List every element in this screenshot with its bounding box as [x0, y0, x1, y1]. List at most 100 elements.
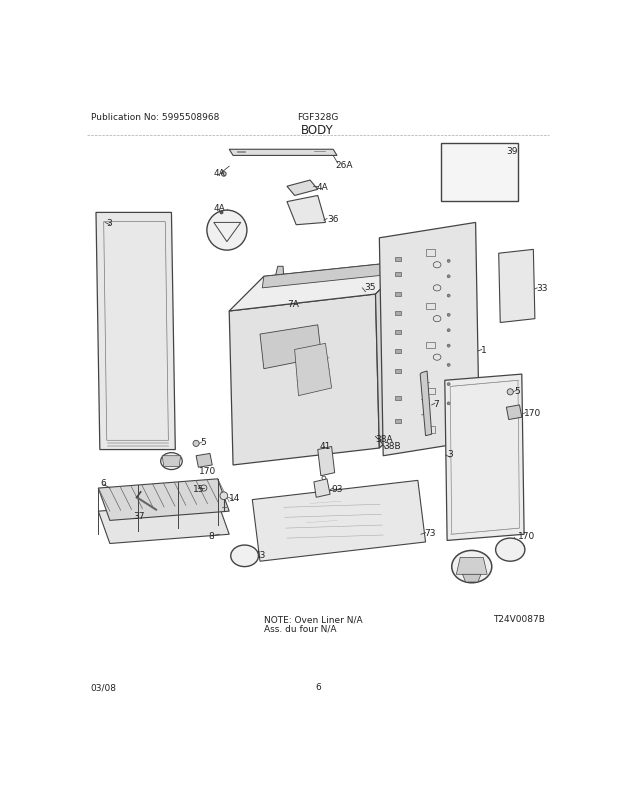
Text: 41: 41: [319, 442, 330, 451]
Text: 4A: 4A: [214, 203, 226, 213]
Text: 35: 35: [364, 282, 376, 291]
Bar: [441, 144, 518, 201]
Polygon shape: [317, 447, 335, 476]
Text: Publication No: 5995508968: Publication No: 5995508968: [91, 113, 219, 122]
Text: 26A: 26A: [335, 161, 353, 170]
Text: 49: 49: [233, 225, 244, 234]
Bar: [395, 257, 401, 261]
Text: 37: 37: [133, 511, 144, 520]
Text: Ass. du four N/A: Ass. du four N/A: [264, 624, 336, 633]
Ellipse shape: [161, 453, 182, 470]
Text: 38B: 38B: [383, 442, 401, 451]
Polygon shape: [252, 480, 425, 561]
Bar: [395, 311, 401, 315]
Bar: [425, 388, 435, 395]
Polygon shape: [262, 261, 410, 289]
Polygon shape: [162, 456, 180, 467]
Text: NOTE: Oven Liner N/A: NOTE: Oven Liner N/A: [264, 614, 363, 624]
Ellipse shape: [447, 403, 450, 405]
Bar: [395, 330, 401, 334]
Ellipse shape: [220, 492, 228, 500]
Text: 3: 3: [447, 449, 453, 458]
Text: 4A: 4A: [214, 168, 226, 177]
Polygon shape: [287, 196, 326, 225]
Text: 93: 93: [332, 484, 343, 493]
Text: 33: 33: [536, 284, 548, 293]
Polygon shape: [420, 371, 432, 436]
Text: 5: 5: [514, 387, 520, 395]
Polygon shape: [379, 223, 479, 456]
Text: 4A: 4A: [316, 183, 328, 192]
Polygon shape: [287, 180, 317, 196]
Ellipse shape: [447, 383, 450, 387]
Polygon shape: [498, 250, 535, 323]
Text: 5: 5: [201, 438, 206, 447]
Ellipse shape: [507, 389, 513, 395]
Text: 7A: 7A: [287, 299, 299, 309]
Ellipse shape: [447, 364, 450, 367]
Ellipse shape: [447, 345, 450, 348]
Text: 170: 170: [524, 408, 541, 418]
Bar: [395, 273, 401, 277]
Ellipse shape: [452, 551, 492, 583]
Ellipse shape: [221, 172, 226, 177]
Bar: [425, 427, 435, 433]
Polygon shape: [294, 344, 332, 396]
Bar: [395, 396, 401, 400]
Polygon shape: [99, 502, 229, 544]
Text: 38A: 38A: [376, 434, 393, 443]
Ellipse shape: [220, 212, 223, 215]
Text: 1: 1: [481, 346, 487, 354]
Text: 5A: 5A: [164, 456, 175, 465]
Bar: [395, 350, 401, 354]
Polygon shape: [99, 480, 229, 520]
Text: 6: 6: [315, 683, 321, 691]
Text: 170: 170: [518, 532, 535, 541]
Text: BODY: BODY: [301, 124, 334, 136]
Text: 3: 3: [106, 219, 112, 228]
Polygon shape: [445, 375, 524, 541]
Polygon shape: [275, 267, 287, 336]
Ellipse shape: [193, 441, 199, 447]
Text: 5: 5: [520, 544, 525, 553]
Text: 14: 14: [229, 493, 241, 502]
Polygon shape: [196, 454, 212, 468]
Polygon shape: [507, 405, 522, 420]
Polygon shape: [314, 480, 330, 498]
Ellipse shape: [447, 294, 450, 298]
Ellipse shape: [231, 545, 259, 567]
Polygon shape: [456, 557, 487, 574]
Text: 73: 73: [424, 529, 435, 537]
Text: FGF328G: FGF328G: [297, 113, 339, 122]
Bar: [395, 293, 401, 296]
Ellipse shape: [447, 330, 450, 332]
Text: 8: 8: [208, 532, 214, 541]
Text: 43: 43: [255, 550, 266, 559]
Text: T24V0087B: T24V0087B: [493, 614, 545, 624]
Text: 03/08: 03/08: [91, 683, 117, 691]
Polygon shape: [229, 150, 337, 156]
Text: 36: 36: [327, 215, 339, 224]
Ellipse shape: [447, 275, 450, 278]
Text: 15: 15: [193, 484, 205, 493]
Bar: [395, 369, 401, 373]
Text: 6: 6: [100, 479, 107, 488]
Text: 39: 39: [507, 147, 518, 156]
Polygon shape: [229, 261, 410, 311]
Text: eReplacementParts.com: eReplacementParts.com: [246, 409, 390, 422]
Text: 7: 7: [433, 399, 439, 408]
Bar: [425, 342, 435, 349]
Polygon shape: [376, 261, 414, 448]
Polygon shape: [463, 574, 481, 582]
Ellipse shape: [207, 211, 247, 251]
Ellipse shape: [447, 260, 450, 263]
Ellipse shape: [447, 314, 450, 317]
Polygon shape: [229, 294, 379, 465]
Ellipse shape: [495, 538, 525, 561]
Bar: [395, 419, 401, 423]
Text: 170: 170: [199, 466, 216, 476]
Bar: [425, 250, 435, 256]
Polygon shape: [260, 326, 322, 369]
Text: 5A: 5A: [464, 561, 476, 570]
Polygon shape: [96, 213, 175, 450]
